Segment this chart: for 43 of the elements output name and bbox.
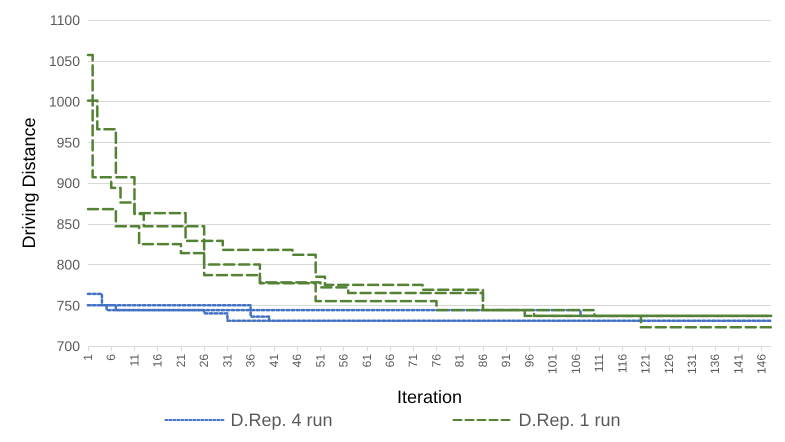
x-tick-label: 46: [290, 354, 304, 368]
legend-label: D.Rep. 1 run: [518, 410, 621, 430]
x-tick-label: 26: [197, 354, 212, 368]
x-tick-label: 71: [406, 354, 420, 368]
x-tick-label: 41: [266, 354, 281, 368]
y-axis-title: Driving Distance: [18, 117, 39, 249]
x-tick-label: 116: [615, 354, 630, 374]
x-tick-label: 21: [174, 354, 188, 368]
x-tick-label: 6: [104, 354, 118, 361]
x-tick-label: 36: [244, 354, 258, 368]
x-tick-label: 121: [638, 354, 653, 374]
y-tick-label: 850: [56, 216, 80, 232]
x-tick-label: 16: [150, 354, 165, 368]
x-tick-label: 81: [452, 354, 467, 368]
y-tick-label: 1000: [48, 94, 80, 110]
x-tick-label: 136: [708, 354, 722, 374]
x-tick-label: 86: [476, 354, 490, 368]
x-tick-label: 76: [429, 354, 444, 368]
x-tick-label: 96: [522, 354, 536, 368]
x-tick-label: 131: [685, 354, 700, 374]
x-tick-label: 146: [754, 354, 769, 374]
x-tick-label: 126: [662, 354, 676, 374]
y-tick-label: 700: [56, 338, 80, 354]
y-tick-label: 900: [56, 175, 80, 191]
y-tick-label: 800: [56, 256, 80, 272]
y-tick-label: 750: [56, 297, 80, 314]
x-tick-label: 61: [360, 354, 374, 368]
x-tick-label: 56: [336, 354, 351, 368]
x-tick-label: 101: [546, 354, 560, 374]
x-tick-label: 51: [313, 354, 328, 368]
x-tick-label: 1: [81, 354, 95, 361]
legend-label: D.Rep. 4 run: [230, 410, 333, 430]
x-axis-title: Iteration: [396, 387, 462, 407]
y-tick-label: 950: [56, 134, 80, 150]
y-tick-label: 1050: [48, 52, 80, 69]
y-tick-label: 1100: [50, 12, 80, 28]
x-tick-label: 11: [127, 354, 142, 366]
x-tick-label: 106: [568, 354, 583, 374]
x-tick-label: 66: [383, 354, 398, 368]
x-tick-label: 141: [731, 354, 746, 374]
x-tick-label: 91: [499, 354, 514, 368]
x-tick-label: 111: [592, 354, 606, 372]
x-tick-label: 31: [220, 354, 234, 368]
